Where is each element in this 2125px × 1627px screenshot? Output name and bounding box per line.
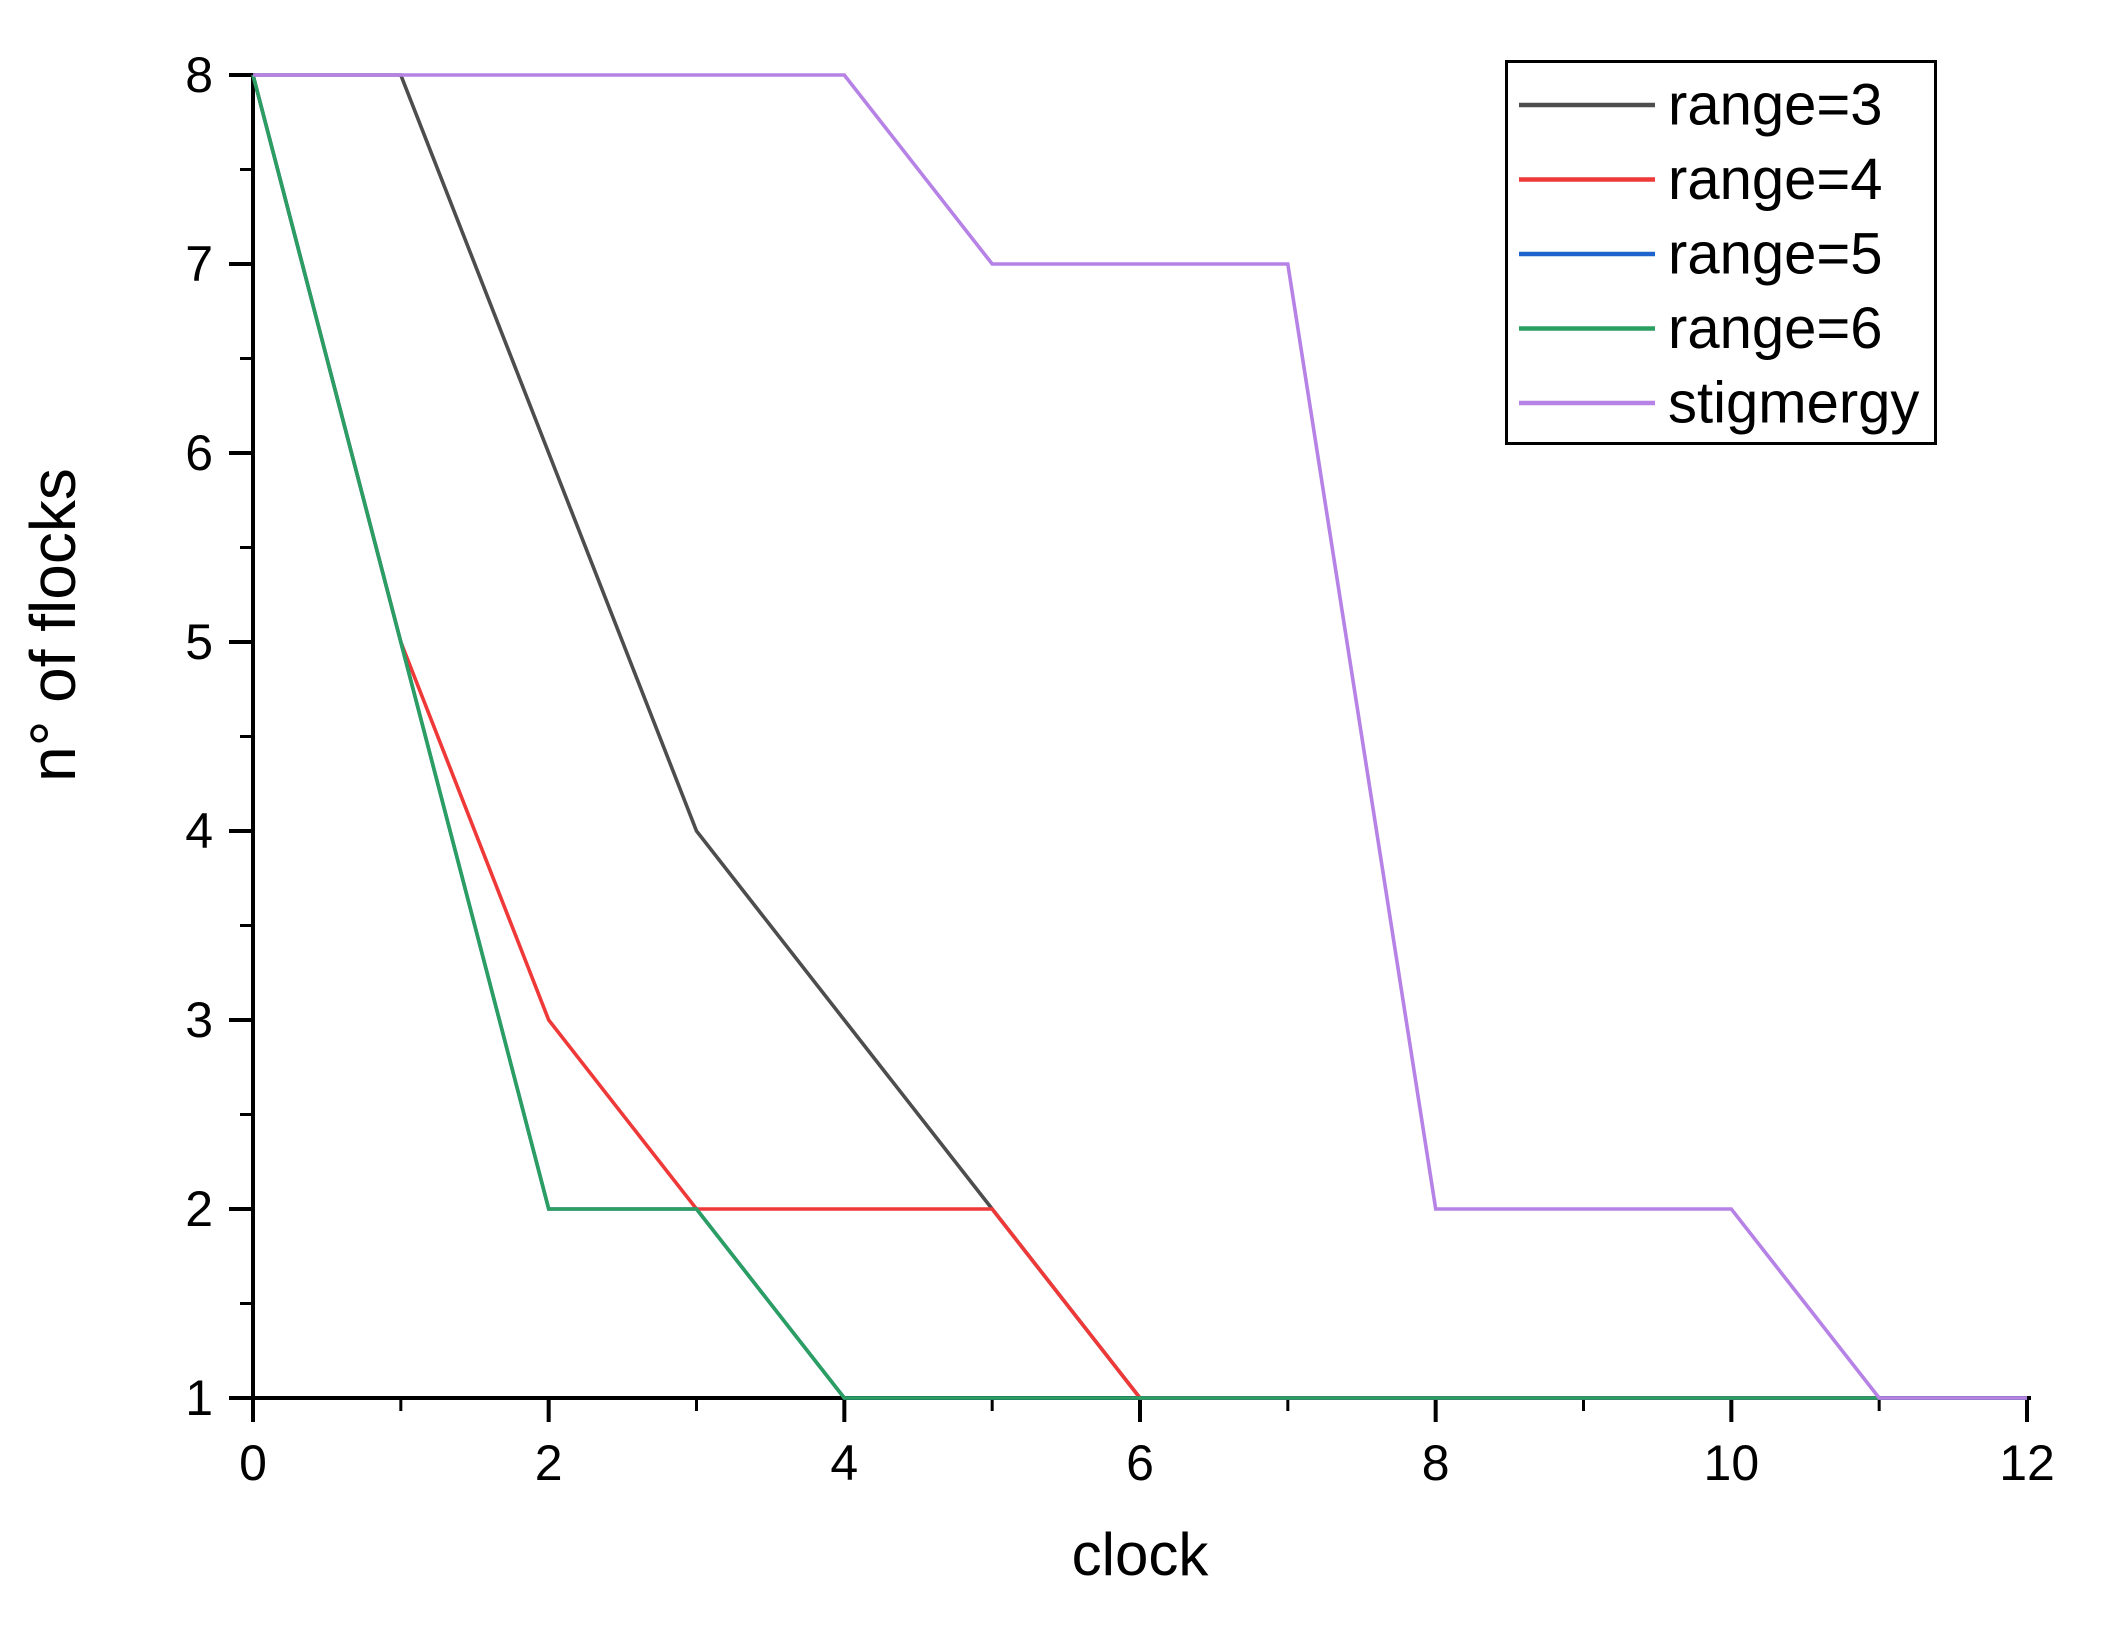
legend-label: range=4	[1668, 147, 1882, 212]
y-tick-label: 6	[185, 425, 213, 481]
x-tick-label: 4	[830, 1435, 858, 1491]
x-axis-title: clock	[1072, 1521, 1210, 1588]
x-tick-label: 6	[1126, 1435, 1154, 1491]
legend-label: stigmergy	[1668, 371, 1919, 436]
x-tick-label: 10	[1704, 1435, 1760, 1491]
legend-item-range-6: range=6	[1519, 296, 1882, 361]
x-tick-label: 2	[535, 1435, 563, 1491]
y-tick-label: 5	[185, 614, 213, 670]
legend-item-range-4: range=4	[1519, 147, 1882, 212]
series-line-stigmergy	[253, 73, 2027, 1400]
legend-item-stigmergy: stigmergy	[1519, 371, 1919, 436]
legend-item-range-3: range=3	[1519, 73, 1882, 138]
legend-label: range=6	[1668, 296, 1882, 361]
x-tick-label: 8	[1422, 1435, 1450, 1491]
series-line-range-6	[251, 74, 2027, 1400]
series-layer	[251, 73, 2027, 1400]
y-tick-label: 2	[185, 1181, 213, 1237]
y-tick-label: 8	[185, 47, 213, 103]
y-tick-label: 7	[185, 236, 213, 292]
y-tick-label: 4	[185, 803, 213, 859]
x-tick-label: 12	[1999, 1435, 2055, 1491]
y-tick-label: 1	[185, 1370, 213, 1426]
y-tick-label: 3	[185, 992, 213, 1048]
legend-label: range=5	[1668, 222, 1882, 287]
legend: range=3 range=4 range=5 range=6 stigmergy	[1505, 60, 1937, 445]
x-tick-label: 0	[239, 1435, 267, 1491]
legend-label: range=3	[1668, 73, 1882, 138]
legend-item-range-5: range=5	[1519, 222, 1882, 287]
y-axis-title: n° of flocks	[17, 468, 89, 782]
